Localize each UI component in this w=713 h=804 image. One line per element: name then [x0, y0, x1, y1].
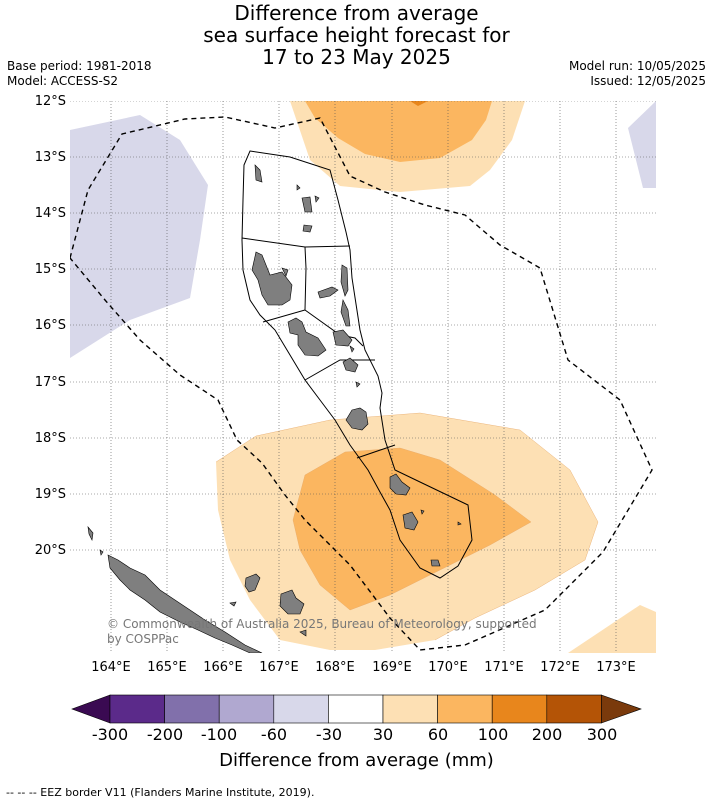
anomaly-region-negative-west — [70, 115, 208, 358]
colorbar-tick-label: -200 — [146, 725, 184, 744]
colorbar-bin — [546, 694, 602, 724]
colorbar-bin — [491, 694, 548, 724]
map-title: Difference from average sea surface heig… — [0, 2, 713, 68]
colorbar-tick-label: -100 — [200, 725, 238, 744]
copyright-line-1: © Commonwealth of Australia 2025, Bureau… — [107, 617, 537, 631]
lat-label-20s: 20°S — [34, 543, 66, 558]
lon-label-165e: 165°E — [147, 660, 187, 675]
colorbar-tick-label: -30 — [315, 725, 343, 744]
colorbar-tick-label: 200 — [531, 725, 563, 744]
lon-label-172e: 172°E — [540, 660, 580, 675]
model-name: Model: ACCESS-S2 — [7, 74, 119, 88]
lat-label-12s: 12°S — [34, 94, 66, 109]
colorbar-bin — [382, 694, 438, 724]
title-line-3: 17 to 23 May 2025 — [262, 45, 451, 69]
meta-right: Model run: 10/05/2025 Issued: 12/05/2025 — [569, 59, 706, 89]
copyright-notice: © Commonwealth of Australia 2025, Bureau… — [107, 617, 537, 647]
colorbar-extend-max — [601, 694, 642, 724]
title-line-2: sea surface height forecast for — [203, 23, 510, 47]
colorbar-title: Difference from average (mm) — [219, 750, 494, 771]
colorbar-tick-label: 300 — [586, 725, 618, 744]
lat-label-17s: 17°S — [34, 375, 66, 390]
colorbar-tick-label: 30 — [372, 725, 394, 744]
colorbar-bin — [109, 694, 165, 724]
base-period: Base period: 1981-2018 — [7, 59, 152, 73]
lon-label-169e: 169°E — [372, 660, 412, 675]
colorbar-extend-min — [71, 694, 111, 724]
lon-label-168e: 168°E — [315, 660, 355, 675]
lon-label-166e: 166°E — [203, 660, 243, 675]
lat-label-15s: 15°S — [34, 262, 66, 277]
title-line-1: Difference from average — [234, 1, 479, 25]
colorbar-tick-label: -60 — [260, 725, 288, 744]
colorbar-bin — [164, 694, 220, 724]
colorbar — [71, 694, 642, 724]
colorbar-bin — [218, 694, 275, 724]
islands — [87, 164, 462, 653]
lon-label-170e: 170°E — [428, 660, 468, 675]
lat-label-18s: 18°S — [34, 431, 66, 446]
issued-date: Issued: 12/05/2025 — [590, 74, 706, 88]
meta-left: Base period: 1981-2018 Model: ACCESS-S2 — [7, 59, 152, 89]
lon-label-164e: 164°E — [91, 660, 131, 675]
lat-label-13s: 13°S — [34, 150, 66, 165]
lat-label-19s: 19°S — [34, 487, 66, 502]
colorbar-tick-label: 60 — [427, 725, 449, 744]
copyright-line-2: by COSPPac — [107, 632, 179, 646]
colorbar-bin — [273, 694, 329, 724]
lat-label-14s: 14°S — [34, 206, 66, 221]
eez-border — [70, 116, 653, 651]
colorbar-bin — [437, 694, 493, 724]
anomaly-region-negative-east — [628, 101, 656, 188]
colorbar-tick-label: 100 — [477, 725, 509, 744]
lon-label-167e: 167°E — [259, 660, 299, 675]
eez-footnote: -- -- -- EEZ border V11 (Flanders Marine… — [6, 786, 315, 799]
lon-label-173e: 173°E — [596, 660, 636, 675]
lon-label-171e: 171°E — [484, 660, 524, 675]
lat-label-16s: 16°S — [34, 318, 66, 333]
model-run: Model run: 10/05/2025 — [568, 59, 706, 73]
colorbar-tick-label: -300 — [91, 725, 129, 744]
colorbar-bin — [328, 694, 384, 724]
